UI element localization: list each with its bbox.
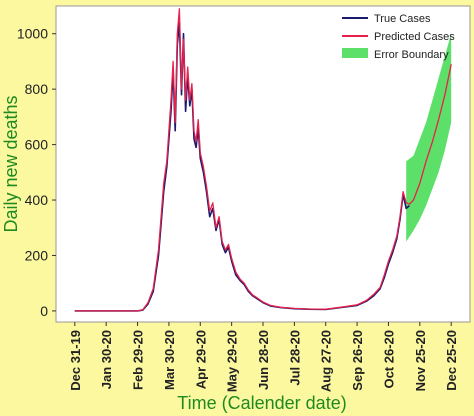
y-tick-label: 1000 [17,26,48,42]
legend-swatch-error-boundary [342,48,368,58]
y-tick-label: 800 [25,81,49,97]
legend-label-predicted-cases: Predicted Cases [374,31,455,43]
x-tick-label: Jul 28-20 [287,330,302,386]
series-line-predicted-cases [74,8,452,312]
y-axis: 0 200 400 600 800 1000 [17,26,56,319]
x-tick-label: Aug 27-20 [319,330,334,392]
x-tick-label: Oct 26-20 [382,330,397,389]
legend-label-true-cases: True Cases [374,13,431,25]
y-axis-label: Daily new deaths [1,95,21,232]
y-tick-label: 200 [25,247,49,263]
x-tick-label: Nov 25-20 [413,330,428,391]
x-tick-label: May 29-20 [225,330,240,392]
x-tick-label: Dec 31-19 [68,330,83,391]
x-tick-label: Jun 28-20 [256,330,271,390]
series-layer [74,8,452,312]
x-axis: Dec 31-19 Jan 30-20 Feb 29-20 Mar 30-20 Apr … [68,322,459,392]
legend: True Cases Predicted Cases Error Boundar… [342,13,455,61]
y-tick-label: 400 [25,192,49,208]
y-tick-label: 0 [40,303,48,319]
x-tick-label: Apr 29-20 [193,330,208,389]
x-tick-label: Jan 30-20 [99,330,114,389]
x-tick-label: Feb 29-20 [131,330,146,390]
x-tick-label: Sep 26-20 [350,330,365,391]
x-axis-label: Time (Calender date) [177,393,346,413]
plot-area [55,5,471,323]
x-tick-label: Mar 30-20 [162,330,177,390]
y-tick-label: 600 [25,137,49,153]
x-tick-label: Dec 25-20 [444,330,459,391]
legend-label-error-boundary: Error Boundary [374,49,449,61]
